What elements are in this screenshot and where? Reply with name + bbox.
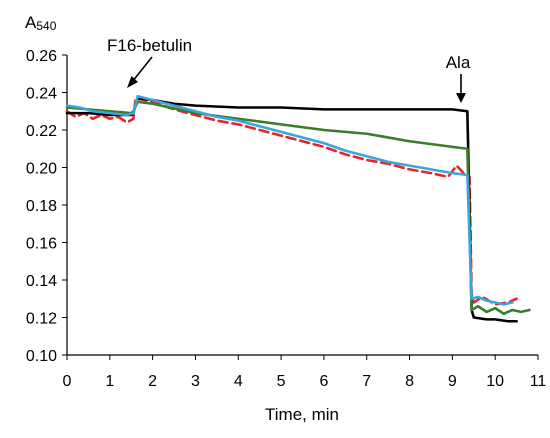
y-axis-title-sub: 540 [36, 19, 56, 33]
annotation-ala: Ala [446, 53, 471, 103]
x-tick-label: 3 [191, 373, 200, 390]
y-tick-label: 0.18 [26, 198, 57, 215]
y-tick-label: 0.14 [26, 273, 57, 290]
series-line-1 [65, 96, 518, 306]
y-axis-title: A540 [25, 13, 57, 33]
x-tick-label: 7 [362, 373, 371, 390]
annotation-f16-betulin-arrowhead [127, 76, 138, 88]
series-layer [65, 94, 531, 323]
annotation-f16-betulin-label: F16-betulin [107, 36, 192, 55]
x-tick-label: 2 [148, 373, 157, 390]
annotation-ala-label: Ala [446, 53, 471, 72]
annotation-f16-betulin: F16-betulin [107, 36, 192, 88]
y-tick-label: 0.20 [26, 161, 57, 178]
x-axis-title: Time, min [265, 405, 339, 424]
series-line-4 [65, 94, 514, 306]
y-tick-label: 0.16 [26, 236, 57, 253]
annotation-f16-betulin-arrow [131, 56, 153, 83]
y-tick-label: 0.22 [26, 123, 57, 140]
x-tick-label: 0 [63, 373, 72, 390]
annotation-ala-arrowhead [456, 93, 466, 103]
y-tick-label: 0.26 [26, 48, 57, 65]
x-tick-label: 9 [448, 373, 457, 390]
x-tick-label: 1 [105, 373, 114, 390]
series-line-3 [65, 100, 531, 316]
y-tick-label: 0.10 [26, 348, 57, 365]
series-line-2 [65, 96, 518, 323]
x-tick-label: 10 [486, 373, 504, 390]
x-ticks: 0 1 2 3 4 5 6 7 8 9 10 11 [63, 355, 547, 390]
x-tick-label: 11 [530, 373, 547, 390]
y-ticks: 0.10 0.12 0.14 0.16 0.18 0.20 0.22 0.24 0.26 [26, 48, 67, 365]
y-tick-label: 0.24 [26, 86, 57, 103]
x-tick-label: 8 [405, 373, 414, 390]
x-tick-label: 6 [319, 373, 328, 390]
y-axis-title-main: A [25, 13, 37, 32]
x-tick-label: 5 [277, 373, 286, 390]
x-tick-label: 4 [234, 373, 243, 390]
y-tick-label: 0.12 [26, 311, 57, 328]
